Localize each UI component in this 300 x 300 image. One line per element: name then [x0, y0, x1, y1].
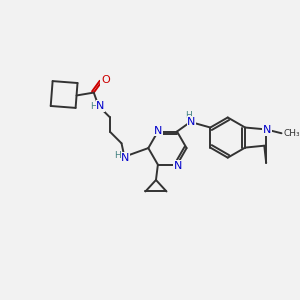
Text: O: O — [101, 75, 110, 85]
Text: H: H — [90, 102, 97, 111]
Text: N: N — [187, 117, 196, 127]
Text: N: N — [96, 101, 105, 111]
Text: N: N — [154, 126, 162, 136]
Text: N: N — [263, 125, 271, 135]
Text: H: H — [114, 151, 121, 160]
Text: N: N — [121, 153, 130, 163]
Text: H: H — [185, 111, 192, 120]
Text: N: N — [174, 160, 182, 171]
Text: CH₃: CH₃ — [284, 129, 300, 138]
